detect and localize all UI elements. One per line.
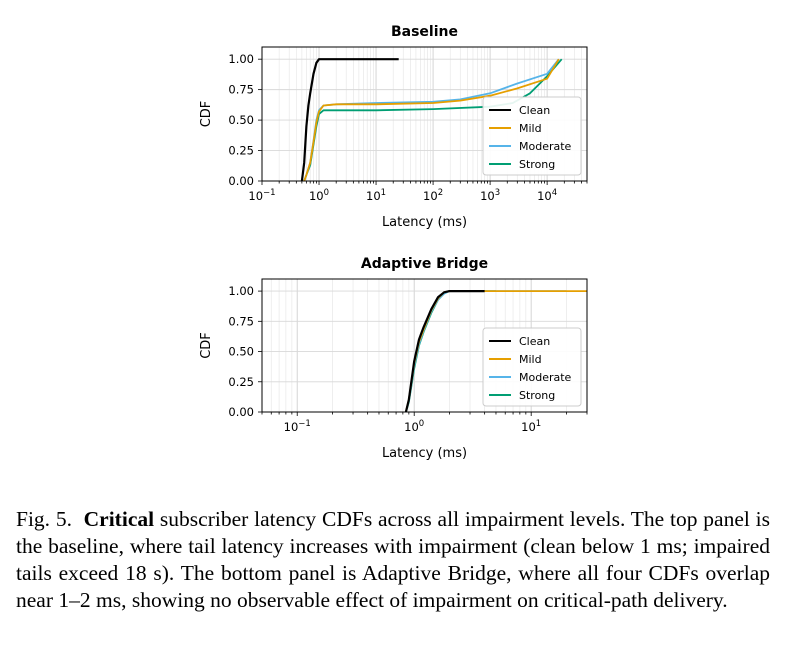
legend: Clean Mild Moderate Strong xyxy=(482,96,582,176)
x-tick-label: 100 xyxy=(404,419,424,434)
series-line-clean xyxy=(300,58,399,181)
legend-label-clean: Clean xyxy=(519,335,550,348)
legend-label-moderate: Moderate xyxy=(519,140,572,153)
chart-title: Adaptive Bridge xyxy=(361,256,488,272)
legend-label-mild: Mild xyxy=(519,122,542,135)
series-line-clean xyxy=(404,290,485,412)
y-tick-label: 0.50 xyxy=(228,345,254,359)
legend-label-moderate: Moderate xyxy=(519,371,572,384)
legend: Clean Mild Moderate Strong xyxy=(482,327,582,407)
y-tick-label: 0.75 xyxy=(228,83,254,97)
legend-label-strong: Strong xyxy=(519,389,555,402)
chart-title: Baseline xyxy=(391,24,458,40)
x-axis-label: Latency (ms) xyxy=(382,215,467,230)
y-tick-label: 1.00 xyxy=(228,52,254,66)
legend-label-clean: Clean xyxy=(519,104,550,117)
y-tick-label: 0.50 xyxy=(228,113,254,127)
caption-label: Fig. 5. xyxy=(16,507,72,531)
series-line-mild xyxy=(303,58,560,181)
y-tick-label: 1.00 xyxy=(228,284,254,298)
axes-frame xyxy=(261,278,588,413)
y-tick-label: 0.00 xyxy=(228,405,254,419)
x-tick-label: 102 xyxy=(423,188,443,203)
caption-text: subscriber latency CDFs across all impai… xyxy=(16,507,770,612)
x-tick-label: 10−1 xyxy=(284,419,311,434)
y-axis-label: CDF xyxy=(199,101,214,128)
chart-panel-baseline: 0.00 0.25 0.50 0.75 1.00 10−1 100 101 102 103 104 B… xyxy=(199,24,588,230)
x-tick-label: 101 xyxy=(521,419,541,434)
x-tick-label: 101 xyxy=(366,188,386,203)
figure-caption: Fig. 5. Critical subscriber latency CDFs… xyxy=(16,506,770,614)
y-tick-label: 0.00 xyxy=(228,174,254,188)
axes-frame xyxy=(261,46,588,182)
caption-bold: Critical xyxy=(83,507,155,531)
legend-label-mild: Mild xyxy=(519,353,542,366)
x-tick-label: 10−1 xyxy=(248,188,275,203)
legend-label-strong: Strong xyxy=(519,158,555,171)
x-tick-label: 104 xyxy=(537,188,557,203)
figure: 0.00 0.25 0.50 0.75 1.00 10−1 100 101 102 103 104 B… xyxy=(199,24,588,461)
legend-box xyxy=(482,327,582,407)
y-axis-label: CDF xyxy=(199,332,214,359)
y-tick-label: 0.75 xyxy=(228,314,254,328)
y-tick-label: 0.25 xyxy=(228,375,254,389)
x-axis-label: Latency (ms) xyxy=(382,446,467,461)
x-tick-label: 100 xyxy=(309,188,329,203)
y-tick-label: 0.25 xyxy=(228,144,254,158)
legend-box xyxy=(482,96,582,176)
x-tick-label: 103 xyxy=(480,188,500,203)
chart-panel-adaptive-bridge: 0.00 0.25 0.50 0.75 1.00 10−1 100 101 Adaptive B… xyxy=(199,256,588,461)
